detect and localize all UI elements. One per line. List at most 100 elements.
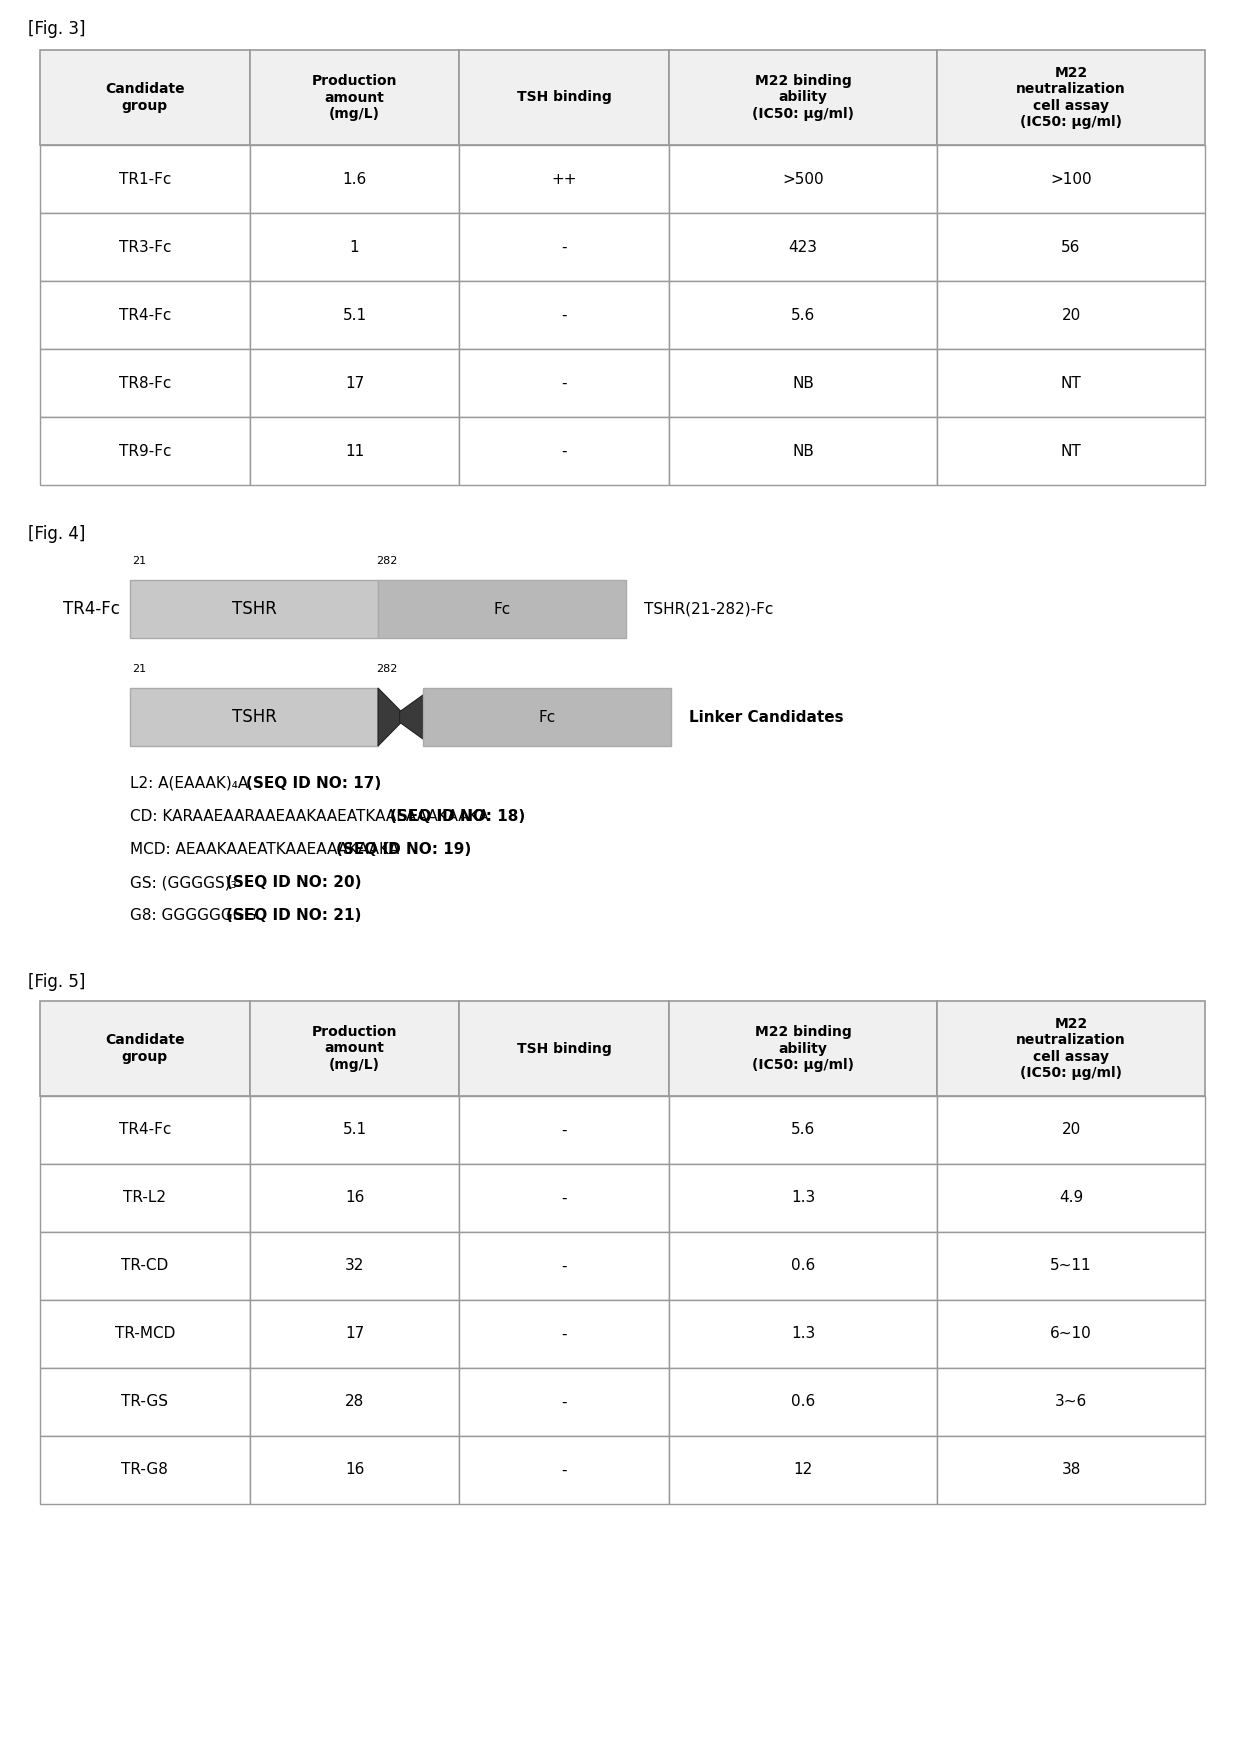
- Bar: [40, 1164, 249, 1232]
- Bar: [40, 348, 249, 416]
- Bar: [249, 1232, 459, 1300]
- Bar: [937, 145, 1205, 214]
- Bar: [670, 1368, 937, 1437]
- Text: NB: NB: [792, 443, 813, 458]
- Text: TR4-Fc: TR4-Fc: [63, 600, 120, 618]
- Text: 21: 21: [131, 663, 146, 674]
- Text: G8: GGGGGGGG: G8: GGGGGGGG: [130, 908, 267, 922]
- Text: TSH binding: TSH binding: [517, 1041, 611, 1055]
- Text: 1.6: 1.6: [342, 172, 367, 187]
- Bar: [40, 1096, 249, 1164]
- Bar: [459, 1001, 670, 1096]
- Text: 5~11: 5~11: [1050, 1258, 1092, 1274]
- Bar: [937, 51, 1205, 145]
- Text: 6~10: 6~10: [1050, 1326, 1092, 1342]
- Bar: [670, 145, 937, 214]
- Text: 0.6: 0.6: [791, 1395, 815, 1409]
- Text: 3~6: 3~6: [1055, 1395, 1087, 1409]
- Text: 17: 17: [345, 376, 365, 390]
- Bar: [937, 348, 1205, 416]
- Bar: [937, 1001, 1205, 1096]
- Bar: [249, 145, 459, 214]
- Bar: [40, 1232, 249, 1300]
- Text: 21: 21: [131, 556, 146, 565]
- Text: 1: 1: [350, 240, 360, 254]
- Text: 282: 282: [376, 663, 397, 674]
- Text: TR-G8: TR-G8: [122, 1463, 169, 1477]
- Text: TR4-Fc: TR4-Fc: [119, 1122, 171, 1138]
- Text: 5.6: 5.6: [791, 308, 815, 322]
- Text: Production
amount
(mg/L): Production amount (mg/L): [311, 74, 397, 121]
- Bar: [459, 1437, 670, 1503]
- Bar: [459, 214, 670, 282]
- Polygon shape: [399, 695, 423, 738]
- Text: 423: 423: [789, 240, 817, 254]
- Text: 17: 17: [345, 1326, 365, 1342]
- Bar: [40, 51, 249, 145]
- Bar: [249, 1001, 459, 1096]
- Bar: [459, 348, 670, 416]
- Bar: [249, 214, 459, 282]
- Bar: [670, 1164, 937, 1232]
- Bar: [249, 1300, 459, 1368]
- Bar: [937, 282, 1205, 348]
- Bar: [459, 1368, 670, 1437]
- Text: MCD: AEAAKAAEATKAAEAAAKAAKA: MCD: AEAAKAAEATKAAEAAAKAAKA: [130, 842, 414, 858]
- Bar: [249, 51, 459, 145]
- Text: TR9-Fc: TR9-Fc: [119, 443, 171, 458]
- Text: TSHR(21-282)-Fc: TSHR(21-282)-Fc: [644, 602, 774, 616]
- Bar: [670, 416, 937, 485]
- Text: 38: 38: [1061, 1463, 1081, 1477]
- Bar: [459, 145, 670, 214]
- Bar: [249, 1096, 459, 1164]
- Text: Fc: Fc: [494, 602, 511, 616]
- Text: NT: NT: [1060, 376, 1081, 390]
- Bar: [459, 1164, 670, 1232]
- Text: [Fig. 4]: [Fig. 4]: [29, 525, 86, 542]
- Bar: [937, 1164, 1205, 1232]
- Text: M22
neutralization
cell assay
(IC50: μg/ml): M22 neutralization cell assay (IC50: μg/…: [1016, 66, 1126, 130]
- Bar: [670, 348, 937, 416]
- Text: TSHR: TSHR: [232, 709, 277, 726]
- Text: Linker Candidates: Linker Candidates: [689, 709, 843, 724]
- Bar: [937, 1232, 1205, 1300]
- Text: -: -: [562, 1395, 567, 1409]
- Text: Fc: Fc: [538, 709, 556, 724]
- Bar: [40, 1001, 249, 1096]
- Text: TR-CD: TR-CD: [122, 1258, 169, 1274]
- Bar: [40, 1300, 249, 1368]
- Text: CD: KARAAEAARAAEAAKAAEATKAAEAAAKAAKA: CD: KARAAEAARAAEAAKAAEATKAAEAAAKAAKA: [130, 808, 498, 824]
- Text: >500: >500: [782, 172, 823, 187]
- Bar: [670, 1232, 937, 1300]
- Text: Candidate
group: Candidate group: [105, 82, 185, 112]
- Text: 16: 16: [345, 1190, 365, 1206]
- Text: -: -: [562, 443, 567, 458]
- Text: 5.1: 5.1: [342, 1122, 367, 1138]
- Bar: [40, 282, 249, 348]
- Text: 11: 11: [345, 443, 365, 458]
- Text: 20: 20: [1061, 1122, 1080, 1138]
- Bar: [249, 416, 459, 485]
- Text: 1.3: 1.3: [791, 1190, 815, 1206]
- Text: 4.9: 4.9: [1059, 1190, 1084, 1206]
- Bar: [249, 1437, 459, 1503]
- Text: -: -: [562, 1326, 567, 1342]
- Bar: [670, 1096, 937, 1164]
- Text: TR8-Fc: TR8-Fc: [119, 376, 171, 390]
- Text: (SEQ ID NO: 20): (SEQ ID NO: 20): [226, 875, 361, 891]
- Bar: [459, 1096, 670, 1164]
- Bar: [249, 1164, 459, 1232]
- Bar: [40, 145, 249, 214]
- Bar: [459, 416, 670, 485]
- Text: M22 binding
ability
(IC50: μg/ml): M22 binding ability (IC50: μg/ml): [753, 74, 854, 121]
- Bar: [459, 1300, 670, 1368]
- Bar: [130, 688, 378, 746]
- Text: 20: 20: [1061, 308, 1080, 322]
- Bar: [670, 214, 937, 282]
- Text: Candidate
group: Candidate group: [105, 1034, 185, 1064]
- Text: L2: A(EAAAK)₄A: L2: A(EAAAK)₄A: [130, 775, 263, 791]
- Text: -: -: [562, 308, 567, 322]
- Text: (SEQ ID NO: 19): (SEQ ID NO: 19): [336, 842, 471, 858]
- Text: 56: 56: [1061, 240, 1081, 254]
- Text: 5.1: 5.1: [342, 308, 367, 322]
